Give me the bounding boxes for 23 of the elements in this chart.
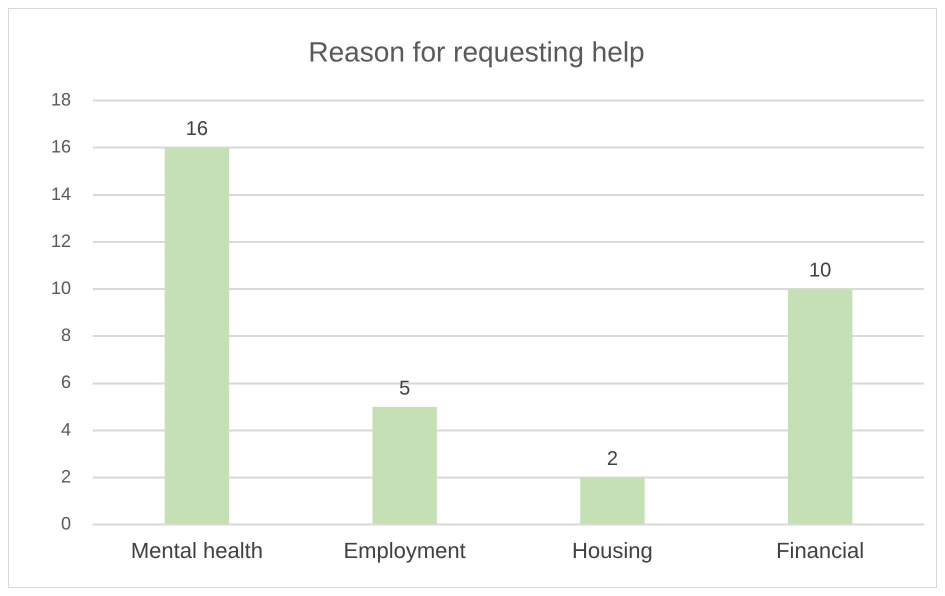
y-tick-label: 0 — [61, 514, 72, 534]
bar — [164, 148, 230, 524]
y-tick-label: 10 — [50, 278, 72, 298]
data-label: 2 — [606, 448, 618, 470]
y-tick-label: 18 — [50, 90, 72, 110]
y-tick-label: 8 — [61, 325, 72, 346]
data-label: 5 — [399, 377, 410, 400]
x-tick-label: Financial — [776, 538, 864, 563]
bar — [580, 477, 645, 524]
bar — [788, 289, 852, 524]
bar — [372, 406, 437, 524]
data-label: 10 — [809, 260, 832, 282]
y-tick-label: 4 — [61, 419, 72, 440]
y-tick-label: 6 — [61, 372, 72, 392]
y-tick-label: 14 — [50, 184, 72, 204]
y-tick-label: 2 — [61, 466, 72, 486]
x-tick-label: Housing — [572, 538, 653, 563]
chart-title: Reason for requesting help — [308, 36, 645, 68]
y-tick-label: 12 — [50, 230, 72, 251]
x-tick-label: Mental health — [130, 538, 263, 563]
data-label: 16 — [186, 118, 208, 140]
x-tick-label: Employment — [344, 538, 466, 563]
y-tick-label: 16 — [50, 136, 72, 157]
